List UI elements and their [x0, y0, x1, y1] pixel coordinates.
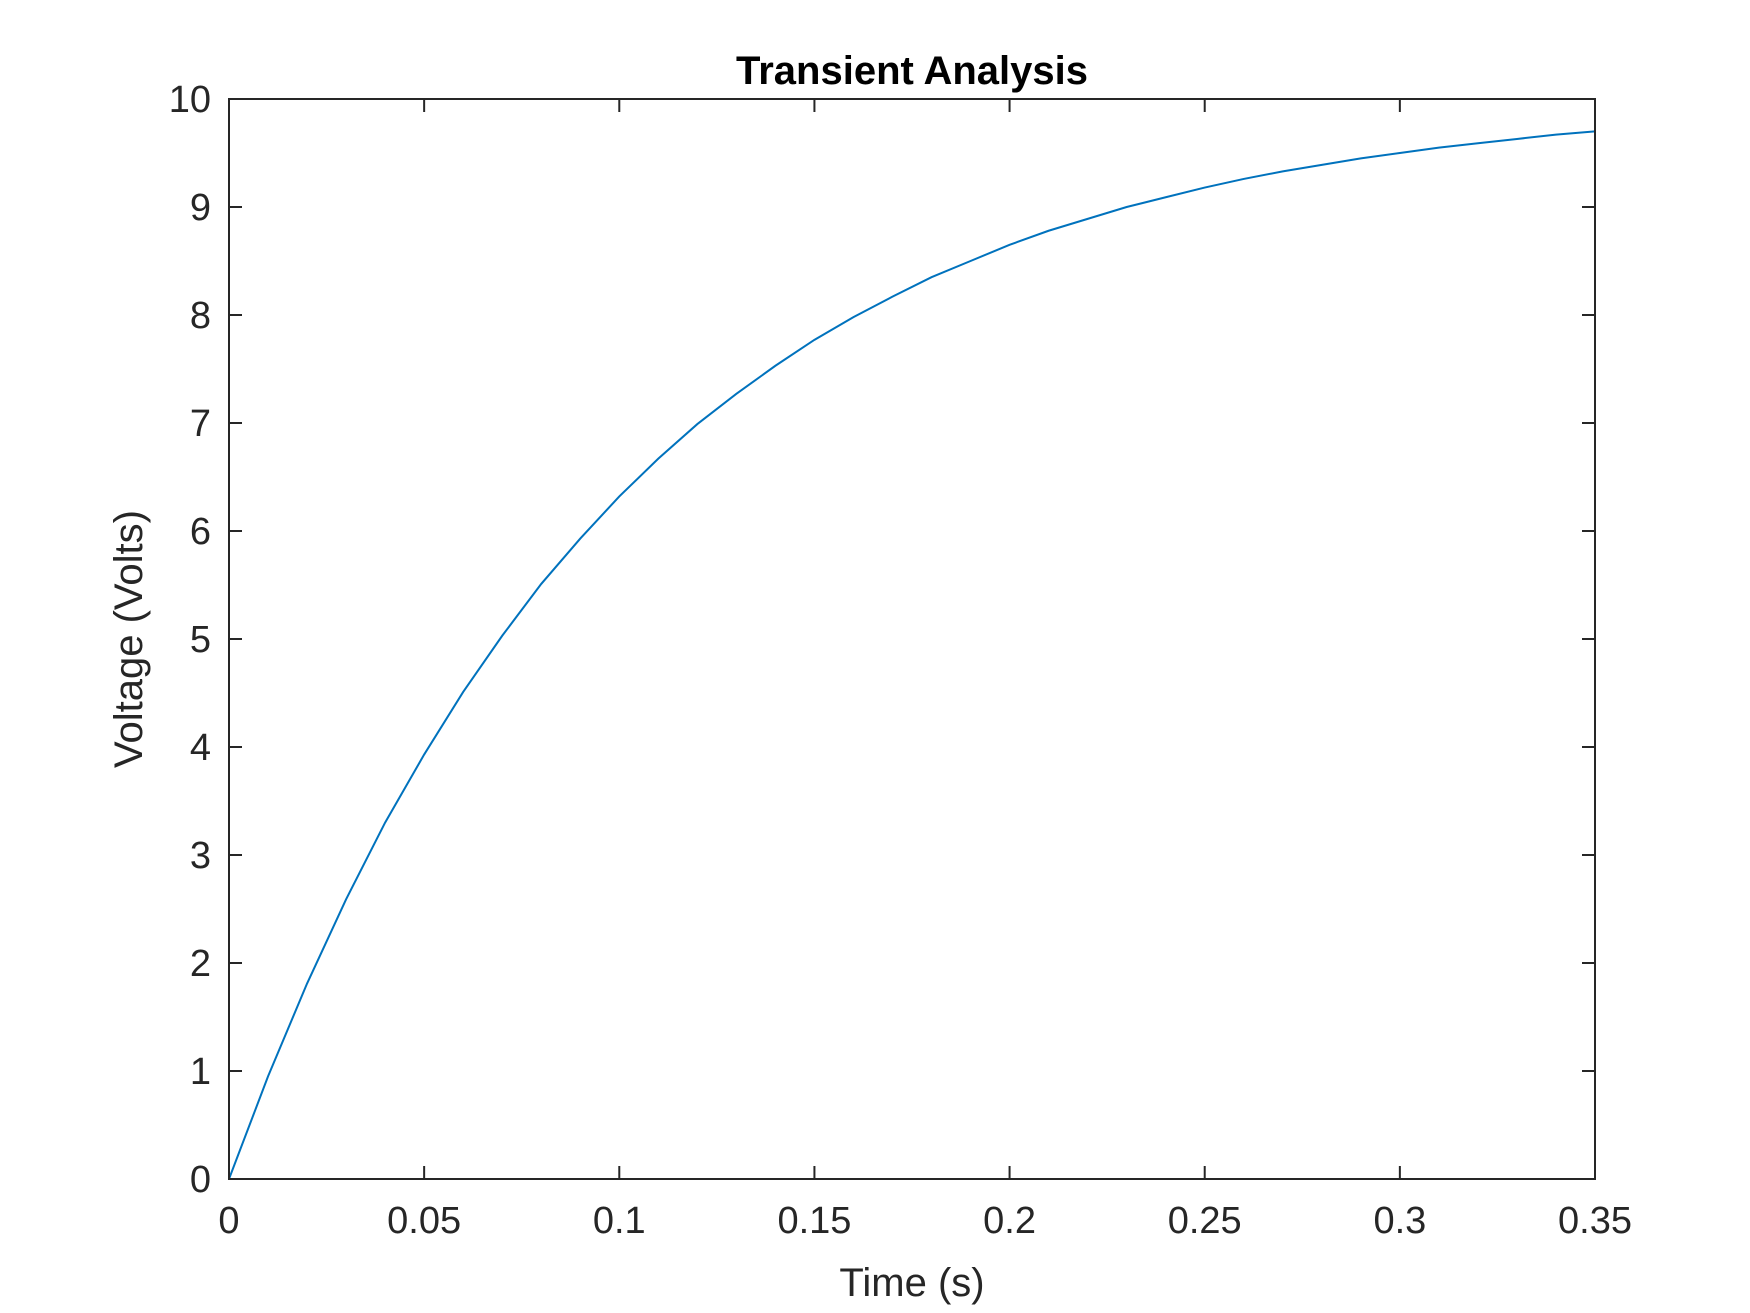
x-axis-label: Time (s)	[839, 1261, 984, 1305]
chart-title: Transient Analysis	[736, 49, 1088, 93]
x-tick-label: 0.2	[983, 1200, 1036, 1242]
series-line	[228, 130, 1596, 1180]
x-tick-label: 0.35	[1558, 1200, 1632, 1242]
x-tick-label: 0.25	[1168, 1200, 1242, 1242]
plot-area	[229, 99, 1595, 1179]
x-tick-label: 0.15	[777, 1200, 851, 1242]
y-tick-label: 8	[190, 295, 211, 337]
y-axis-label: Voltage (Volts)	[107, 510, 151, 768]
x-tick-label: 0	[218, 1200, 239, 1242]
y-tick-label: 9	[190, 187, 211, 229]
x-tick-label: 0.3	[1373, 1200, 1426, 1242]
y-tick-label: 0	[190, 1159, 211, 1201]
tick-labels: 0 0.05 0.1 0.15 0.2 0.25 0.3 0.35 0 1 2 3 4 5 6 7 8 9 10	[169, 79, 1632, 1242]
x-tick-label: 0.1	[593, 1200, 646, 1242]
axes-box	[228, 98, 1596, 1180]
y-tick-label: 10	[169, 79, 211, 121]
y-tick-label: 6	[190, 511, 211, 553]
x-tick-label: 0.05	[387, 1200, 461, 1242]
y-tick-label: 7	[190, 403, 211, 445]
y-tick-label: 4	[190, 727, 211, 769]
y-tick-label: 3	[190, 835, 211, 877]
y-tick-label: 5	[190, 619, 211, 661]
y-tick-label: 1	[190, 1051, 211, 1093]
y-tick-label: 2	[190, 943, 211, 985]
